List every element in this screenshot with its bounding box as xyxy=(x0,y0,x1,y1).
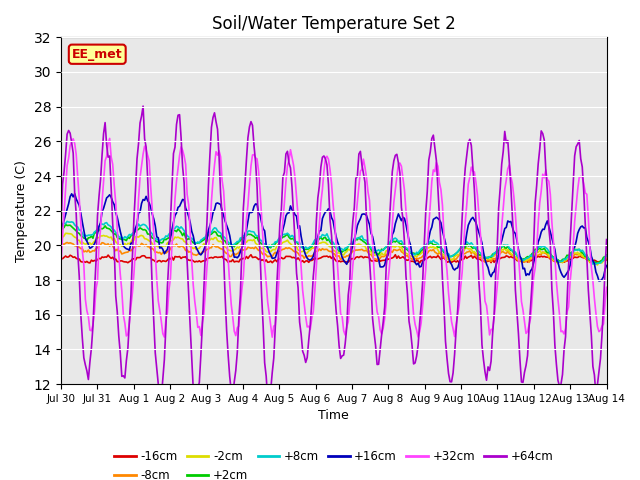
+16cm xyxy=(249,209,257,215)
-8cm xyxy=(239,247,247,253)
+2cm xyxy=(57,227,65,233)
+16cm xyxy=(239,242,247,248)
-16cm xyxy=(603,257,611,263)
Legend: -16cm, -8cm, -2cm, +2cm, +8cm, +16cm, +32cm, +64cm: -16cm, -8cm, -2cm, +2cm, +8cm, +16cm, +3… xyxy=(109,445,558,480)
-2cm xyxy=(239,240,247,246)
-8cm xyxy=(57,243,65,249)
+8cm xyxy=(603,253,611,259)
-16cm xyxy=(220,256,227,262)
+64cm xyxy=(57,226,65,232)
Line: -2cm: -2cm xyxy=(61,233,607,265)
+16cm xyxy=(57,226,65,231)
X-axis label: Time: Time xyxy=(319,409,349,422)
+2cm xyxy=(594,261,602,266)
+16cm xyxy=(603,263,611,268)
-2cm xyxy=(61,230,69,236)
Line: -8cm: -8cm xyxy=(61,242,607,264)
-2cm xyxy=(574,249,582,255)
+64cm xyxy=(140,103,147,109)
+2cm xyxy=(574,247,582,252)
+2cm xyxy=(603,252,611,258)
Line: +64cm: +64cm xyxy=(61,106,607,399)
-16cm xyxy=(575,253,583,259)
-8cm xyxy=(592,261,600,266)
Line: +16cm: +16cm xyxy=(61,194,607,281)
+8cm xyxy=(249,229,257,235)
+2cm xyxy=(298,244,305,250)
+8cm xyxy=(221,235,229,241)
+64cm xyxy=(603,237,611,242)
Text: EE_met: EE_met xyxy=(72,48,123,61)
+2cm xyxy=(125,236,133,241)
-16cm xyxy=(238,256,246,262)
-2cm xyxy=(221,244,229,250)
+16cm xyxy=(125,247,133,253)
+16cm xyxy=(298,233,305,239)
+64cm xyxy=(221,294,229,300)
Line: +32cm: +32cm xyxy=(61,138,607,337)
-2cm xyxy=(125,241,133,247)
-8cm xyxy=(574,252,582,258)
-2cm xyxy=(594,262,602,268)
-16cm xyxy=(249,254,257,260)
+64cm xyxy=(575,138,583,144)
+16cm xyxy=(595,278,603,284)
+32cm xyxy=(221,212,229,218)
+64cm xyxy=(264,396,271,402)
+32cm xyxy=(125,320,133,325)
-8cm xyxy=(221,250,229,255)
-8cm xyxy=(603,255,611,261)
+2cm xyxy=(249,233,257,239)
+32cm xyxy=(57,261,65,267)
+8cm xyxy=(574,247,582,253)
-16cm xyxy=(416,260,424,266)
+32cm xyxy=(249,152,257,158)
+32cm xyxy=(575,175,583,180)
+16cm xyxy=(221,218,229,224)
-2cm xyxy=(603,254,611,260)
+8cm xyxy=(125,232,133,238)
-8cm xyxy=(125,248,133,253)
+16cm xyxy=(71,191,79,197)
-16cm xyxy=(57,256,65,262)
+2cm xyxy=(221,238,229,244)
-16cm xyxy=(247,252,255,258)
+8cm xyxy=(57,223,65,229)
+32cm xyxy=(299,288,307,293)
-8cm xyxy=(298,252,305,258)
-2cm xyxy=(57,234,65,240)
+64cm xyxy=(124,345,132,351)
+32cm xyxy=(603,285,611,290)
-8cm xyxy=(63,240,71,245)
+32cm xyxy=(106,135,113,141)
+8cm xyxy=(589,261,596,267)
-2cm xyxy=(298,249,305,255)
-8cm xyxy=(249,245,257,251)
Line: -16cm: -16cm xyxy=(61,255,607,263)
+32cm xyxy=(268,334,276,340)
-2cm xyxy=(249,238,257,243)
-16cm xyxy=(298,259,305,264)
-16cm xyxy=(124,260,132,265)
Title: Soil/Water Temperature Set 2: Soil/Water Temperature Set 2 xyxy=(212,15,456,33)
Line: +8cm: +8cm xyxy=(61,221,607,264)
+64cm xyxy=(249,122,257,128)
+8cm xyxy=(63,218,71,224)
+2cm xyxy=(239,235,247,240)
Y-axis label: Temperature (C): Temperature (C) xyxy=(15,160,28,262)
+64cm xyxy=(239,205,247,211)
Line: +2cm: +2cm xyxy=(61,225,607,264)
+8cm xyxy=(239,233,247,239)
+16cm xyxy=(574,230,582,236)
+64cm xyxy=(299,348,307,354)
+2cm xyxy=(61,222,69,228)
+8cm xyxy=(298,243,305,249)
+32cm xyxy=(239,273,247,279)
